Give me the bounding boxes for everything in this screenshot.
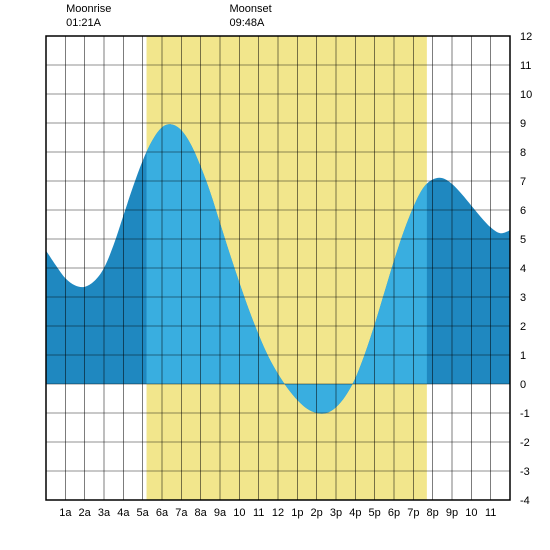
svg-text:8a: 8a — [195, 507, 208, 519]
svg-text:6: 6 — [520, 205, 526, 217]
svg-text:2p: 2p — [311, 507, 323, 519]
svg-text:8p: 8p — [427, 507, 439, 519]
chart-svg: 1a2a3a4a5a6a7a8a9a1011121p2p3p4p5p6p7p8p… — [0, 0, 550, 550]
svg-text:10: 10 — [233, 507, 245, 519]
svg-text:-3: -3 — [520, 466, 530, 478]
svg-text:11: 11 — [485, 507, 496, 519]
svg-text:9: 9 — [520, 118, 526, 130]
svg-text:0: 0 — [520, 379, 526, 391]
svg-text:8: 8 — [520, 147, 526, 159]
svg-text:-4: -4 — [520, 495, 530, 507]
svg-text:3a: 3a — [98, 507, 111, 519]
moonrise-title: Moonrise — [66, 2, 111, 16]
svg-text:1: 1 — [520, 350, 526, 362]
svg-text:11: 11 — [253, 507, 264, 519]
svg-text:12: 12 — [272, 507, 284, 519]
tide-chart: 1a2a3a4a5a6a7a8a9a1011121p2p3p4p5p6p7p8p… — [0, 0, 550, 550]
moonset-time: 09:48A — [229, 16, 271, 30]
svg-text:4a: 4a — [117, 507, 130, 519]
svg-text:5p: 5p — [369, 507, 381, 519]
moonrise-label: Moonrise 01:21A — [66, 2, 111, 31]
svg-text:1a: 1a — [59, 507, 72, 519]
moonset-title: Moonset — [229, 2, 271, 16]
svg-text:5: 5 — [520, 234, 526, 246]
moonset-label: Moonset 09:48A — [229, 2, 271, 31]
svg-text:3: 3 — [520, 292, 526, 304]
moonrise-time: 01:21A — [66, 16, 111, 30]
svg-text:10: 10 — [520, 89, 532, 101]
svg-text:9p: 9p — [446, 507, 458, 519]
svg-text:11: 11 — [520, 60, 531, 72]
svg-text:7a: 7a — [175, 507, 188, 519]
svg-text:5a: 5a — [137, 507, 150, 519]
svg-text:6p: 6p — [388, 507, 400, 519]
svg-text:9a: 9a — [214, 507, 227, 519]
svg-text:6a: 6a — [156, 507, 169, 519]
svg-text:10: 10 — [465, 507, 477, 519]
svg-text:1p: 1p — [291, 507, 303, 519]
svg-text:7: 7 — [520, 176, 526, 188]
svg-text:7p: 7p — [407, 507, 419, 519]
svg-text:4: 4 — [520, 263, 526, 275]
svg-text:4p: 4p — [349, 507, 361, 519]
svg-text:3p: 3p — [330, 507, 342, 519]
svg-text:-2: -2 — [520, 437, 530, 449]
svg-text:2: 2 — [520, 321, 526, 333]
svg-text:-1: -1 — [520, 408, 530, 420]
svg-text:2a: 2a — [79, 507, 92, 519]
svg-text:12: 12 — [520, 31, 532, 43]
